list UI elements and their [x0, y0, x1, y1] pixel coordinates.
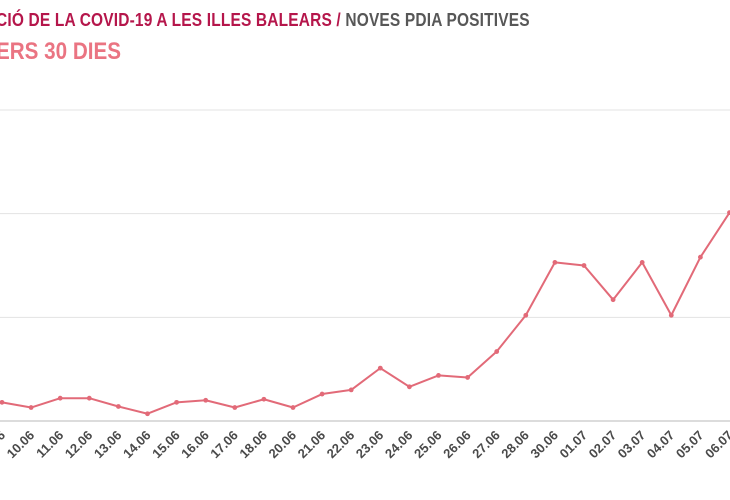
- chart-subtitle: ERS 30 DIES: [0, 38, 122, 65]
- x-tick-label: 16.06: [178, 428, 212, 462]
- data-point: [116, 404, 121, 409]
- data-point: [319, 391, 325, 397]
- x-tick-label: 24.06: [382, 428, 416, 462]
- data-point: [552, 259, 558, 265]
- x-tick-label: 13.06: [91, 428, 125, 462]
- x-tick-label: 23.06: [353, 428, 387, 462]
- data-point: [261, 396, 267, 402]
- x-tick-label: 17.06: [207, 428, 241, 462]
- x-tick-label: 22.06: [324, 428, 358, 462]
- data-point: [581, 263, 587, 268]
- data-point: [28, 405, 34, 410]
- x-tick-label: 06.07: [702, 428, 730, 462]
- data-point: [57, 395, 63, 401]
- data-point: [639, 259, 645, 265]
- data-point: [465, 375, 470, 380]
- data-point: [203, 397, 209, 403]
- x-tick-label: 20.06: [266, 428, 300, 462]
- x-tick-label: 12.06: [62, 428, 96, 462]
- data-point: [523, 312, 529, 318]
- data-point: [290, 405, 296, 410]
- x-tick-label: 09.06: [0, 428, 8, 462]
- data-point: [0, 399, 5, 405]
- title-part-2: NOVES PDIA POSITIVES: [345, 10, 530, 30]
- data-point: [174, 399, 180, 405]
- x-tick-label: 25.06: [411, 428, 445, 462]
- x-tick-label: 18.06: [236, 428, 270, 462]
- x-tick-label: 01.07: [557, 428, 591, 462]
- data-point: [494, 349, 500, 354]
- data-point: [727, 210, 730, 216]
- x-tick-label: 21.06: [295, 428, 329, 462]
- data-point: [145, 411, 150, 417]
- x-tick-label: 11.06: [33, 428, 66, 461]
- x-tick-label: 14.06: [120, 428, 154, 462]
- data-point: [698, 254, 703, 260]
- x-tick-label: 03.07: [615, 428, 649, 462]
- data-point: [348, 387, 354, 393]
- x-tick-label: 15.06: [149, 428, 183, 462]
- title-part-1: CIÓ DE LA COVID-19 A LES ILLES BALEARS: [0, 10, 332, 30]
- data-point: [610, 297, 616, 303]
- data-point: [232, 405, 238, 410]
- x-tick-label: 05.07: [673, 428, 707, 462]
- x-tick-label: 02.07: [586, 428, 620, 462]
- x-tick-label: 10.06: [4, 428, 38, 462]
- data-point: [668, 312, 674, 318]
- x-tick-label: 04.07: [644, 428, 678, 462]
- x-tick-label: 27.06: [469, 428, 503, 462]
- chart-title: CIÓ DE LA COVID-19 A LES ILLES BALEARS /…: [0, 10, 530, 31]
- x-tick-label: 28.06: [498, 428, 532, 462]
- data-point: [407, 384, 412, 390]
- x-tick-label: 30.06: [527, 428, 561, 462]
- series-line: [1, 212, 730, 415]
- title-separator: /: [331, 10, 346, 30]
- data-point: [86, 395, 92, 401]
- data-point: [377, 365, 383, 371]
- x-tick-label: 26.06: [440, 428, 474, 462]
- data-point: [436, 372, 441, 378]
